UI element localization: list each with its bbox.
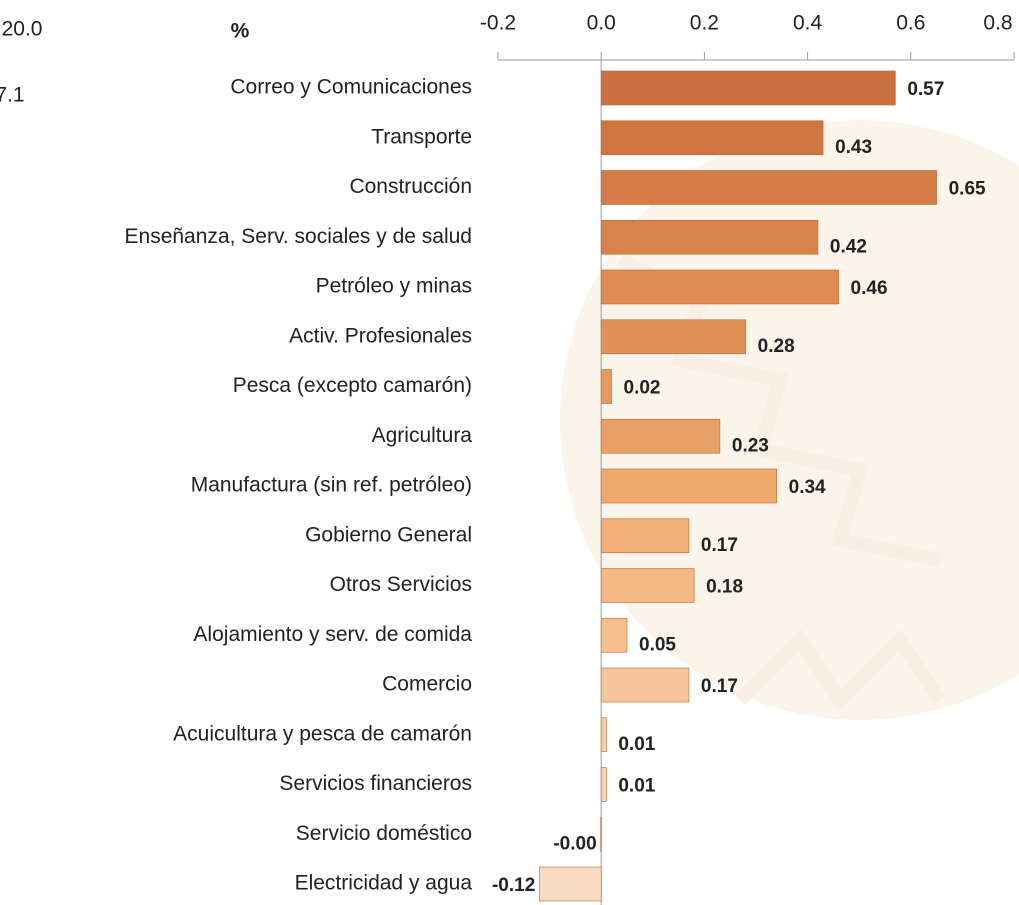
value-label: 0.05 [639,634,676,655]
bar [539,867,601,901]
bar [601,419,720,453]
side-text: 20.0 [2,18,43,41]
side-text: 7.1 [0,84,25,107]
value-label: 0.23 [732,435,769,456]
category-label: Correo y Comunicaciones [230,76,472,99]
bar [601,668,689,702]
value-label: 0.57 [907,79,944,100]
category-label: Servicios financieros [279,772,472,795]
value-label: 0.17 [701,535,738,556]
bar [601,618,627,652]
x-tick-label: 0.4 [793,12,823,35]
category-label: Petróleo y minas [316,275,472,298]
bar [601,320,745,354]
value-label: 0.18 [706,577,743,598]
unit-label: % [231,20,250,43]
category-label: Pesca (excepto camarón) [233,374,472,397]
value-label: 0.02 [624,378,661,399]
bar [601,569,694,603]
category-label: Gobierno General [305,523,472,546]
category-label: Construcción [349,175,472,198]
value-label: 0.46 [851,278,888,299]
bar [601,817,602,851]
x-tick-label: 0.2 [690,12,719,35]
value-label: 0.65 [949,179,986,200]
category-label: Acuicultura y pesca de camarón [173,722,472,745]
bar [601,220,818,254]
bar [601,768,606,802]
category-label: Enseñanza, Serv. sociales y de salud [125,225,472,248]
category-label: Transporte [371,125,472,148]
x-tick-label: 0.0 [587,12,616,35]
bar [601,121,823,155]
value-label: 0.17 [701,676,738,697]
bar [601,171,936,205]
chart: 20.0 7.1 % -0.2 0.0 0.2 0.4 0.6 0.8 Correo y C… [0,0,1019,905]
category-label: Activ. Profesionales [289,324,472,347]
value-label: 0.34 [789,477,826,498]
bar [601,71,895,105]
category-label: Comercio [382,673,472,696]
bar [601,718,606,752]
bar [601,469,776,503]
category-label: Otros Servicios [330,573,472,596]
category-label: Electricidad y agua [295,872,473,895]
x-tick-label: 0.8 [983,12,1012,35]
category-label: Manufactura (sin ref. petróleo) [191,474,472,497]
category-label: Agricultura [372,424,473,447]
value-label: 0.43 [835,137,872,158]
bar [601,270,838,304]
x-tick-label: 0.6 [896,12,925,35]
value-label: -0.12 [492,875,535,896]
value-label: 0.01 [618,776,655,797]
category-label: Servicio doméstico [296,822,472,845]
x-tick-label: -0.2 [480,12,516,35]
value-label: 0.42 [830,236,867,257]
value-label: -0.00 [553,833,596,854]
value-label: 0.01 [618,734,655,755]
value-label: 0.28 [758,336,795,357]
bar [601,519,689,553]
bar [601,370,611,404]
category-label: Alojamiento y serv. de comida [193,623,472,646]
